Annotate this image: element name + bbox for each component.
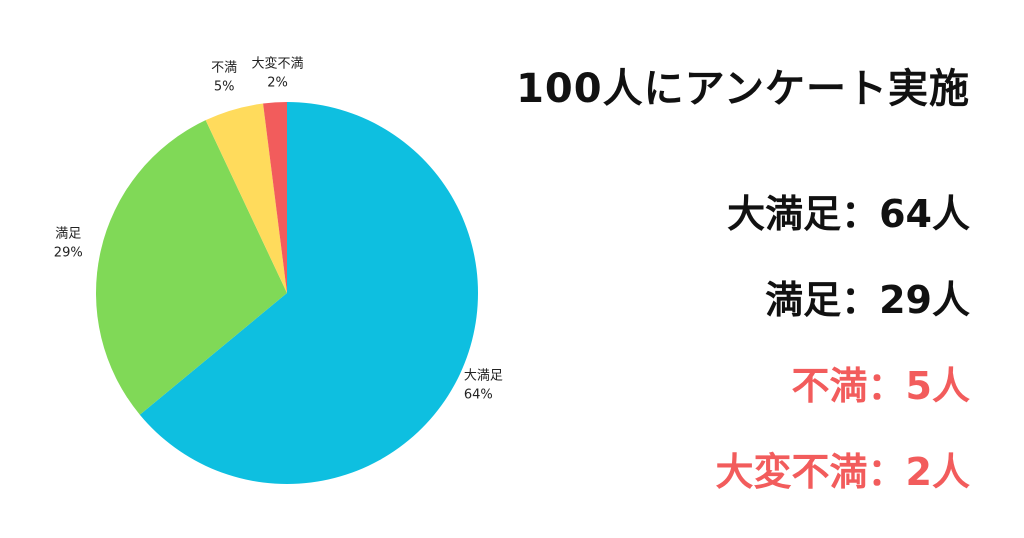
pie-slice-2	[205, 103, 287, 293]
summary-row-satisfied: 満足：29人	[560, 272, 970, 358]
summary-label: 大満足	[727, 192, 842, 236]
summary-separator: ：	[841, 278, 880, 322]
summary-row-very-satisfied: 大満足：64人	[560, 186, 970, 272]
summary-label: 不満	[791, 364, 868, 408]
summary-label: 大変不満	[715, 450, 868, 494]
summary-count: 5人	[905, 364, 970, 408]
summary-count: 64人	[879, 192, 970, 236]
pie-slice-0	[139, 102, 479, 485]
pie-slice-label-3: 大変不満	[252, 55, 304, 71]
pie-slice-percent-2: 5%	[214, 80, 235, 95]
pie-slices	[95, 102, 479, 485]
pie-slice-percent-3: 2%	[267, 75, 288, 90]
summary-separator: ：	[867, 450, 906, 494]
survey-headline: 100人にアンケート実施	[516, 66, 970, 112]
summary-separator: ：	[867, 364, 906, 408]
pie-slice-3	[263, 102, 287, 293]
pie-slice-percent-1: 29%	[54, 245, 83, 260]
pie-slice-label-0: 大満足	[464, 369, 503, 384]
summary-row-dissatisfied: 不満：5人	[560, 358, 970, 444]
summary-count: 2人	[905, 450, 970, 494]
summary-list: 大満足：64人 満足：29人 不満：5人 大変不満：2人	[560, 186, 970, 530]
summary-count: 29人	[879, 278, 970, 322]
pie-slice-1	[95, 120, 287, 415]
pie-slice-percent-0: 64%	[464, 388, 493, 403]
pie-slice-label-1: 満足	[55, 226, 81, 241]
pie-slice-labels: 大満足 64% 満足 29% 不満 5% 大変不満 2%	[54, 55, 503, 402]
pie-slice-label-2: 不満	[211, 61, 237, 76]
summary-row-very-dissatisfied: 大変不満：2人	[560, 444, 970, 530]
summary-separator: ：	[841, 192, 880, 236]
summary-label: 満足	[765, 278, 842, 322]
